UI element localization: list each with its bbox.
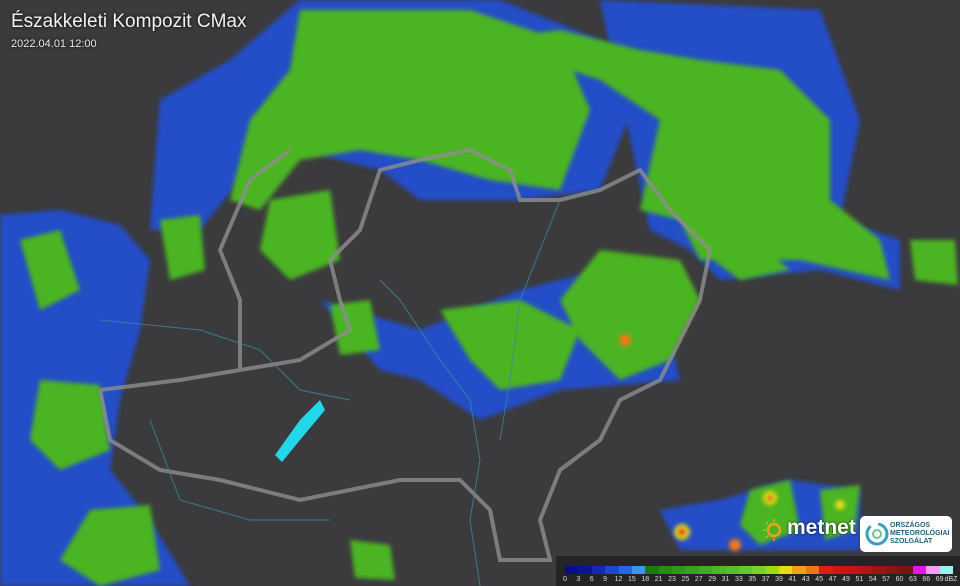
legend-swatch bbox=[792, 566, 806, 574]
legend-tick-label: 15 bbox=[627, 576, 636, 583]
legend-swatch bbox=[618, 566, 632, 574]
legend-tick-label: 31 bbox=[721, 576, 730, 583]
legend-swatch bbox=[872, 566, 886, 574]
legend-swatch bbox=[819, 566, 833, 574]
lake-balaton bbox=[275, 400, 325, 462]
legend-swatch bbox=[899, 566, 913, 574]
radar-echo-green bbox=[20, 10, 958, 586]
legend-swatch bbox=[725, 566, 739, 574]
legend-swatch bbox=[832, 566, 846, 574]
legend-tick-label: 33 bbox=[735, 576, 743, 583]
legend-swatch bbox=[926, 566, 940, 574]
legend-tick-label: 37 bbox=[761, 576, 770, 583]
legend-tick-label: 12 bbox=[614, 576, 623, 583]
legend-tick-label: 66 bbox=[922, 576, 931, 583]
legend-tick-label: 41 bbox=[788, 576, 797, 583]
dbz-legend: 0 3 6 9 12 15 18 21 23 25 27 29 31 33 35 37 39 41 43 45 47 49… bbox=[556, 556, 960, 586]
omsz-swirl-icon bbox=[865, 522, 889, 546]
legend-swatch bbox=[912, 566, 927, 574]
legend-swatch bbox=[591, 566, 606, 574]
map-timestamp: 2022.04.01 12:00 bbox=[11, 38, 97, 50]
legend-tick-label: 60 bbox=[895, 576, 904, 583]
legend-unit: dBZ bbox=[944, 576, 958, 583]
legend-tick-label: 25 bbox=[681, 576, 690, 583]
legend-swatch bbox=[605, 566, 619, 574]
legend-tick-label: 54 bbox=[868, 576, 877, 583]
legend-swatch bbox=[765, 566, 779, 574]
omsz-label: ORSZÁGOS METEOROLÓGIAI SZOLGÁLAT bbox=[890, 522, 950, 545]
legend-tick-label: 21 bbox=[654, 576, 663, 583]
legend-swatch bbox=[779, 566, 793, 574]
legend-swatch bbox=[712, 566, 726, 574]
legend-tick-label: 45 bbox=[815, 576, 824, 583]
map-title: Északkeleti Kompozit CMax bbox=[11, 11, 247, 32]
metnet-logo: metnet bbox=[787, 516, 856, 539]
legend-tick-label: 35 bbox=[748, 576, 757, 583]
legend-swatch bbox=[805, 566, 820, 574]
rivers bbox=[99, 199, 561, 586]
legend-swatch bbox=[578, 566, 592, 574]
legend-swatch bbox=[752, 566, 766, 574]
legend-tick-label: 9 bbox=[603, 576, 608, 583]
legend-swatch bbox=[631, 566, 646, 574]
legend-tick-label: 27 bbox=[694, 576, 703, 583]
legend-tick-label: 23 bbox=[668, 576, 676, 583]
legend-tick-label: 51 bbox=[855, 576, 864, 583]
legend-tick-label: 63 bbox=[908, 576, 917, 583]
legend-swatch bbox=[845, 566, 860, 574]
legend-tick-label: 69 bbox=[935, 576, 944, 583]
legend-swatch bbox=[939, 566, 953, 574]
legend-swatch bbox=[672, 566, 686, 574]
legend-tick-label: 49 bbox=[842, 576, 850, 583]
legend-tick-label: 57 bbox=[882, 576, 890, 583]
legend-swatch bbox=[698, 566, 713, 574]
legend-tick-label: 18 bbox=[641, 576, 650, 583]
legend-tick-label: 43 bbox=[801, 576, 810, 583]
radar-echo-high bbox=[619, 334, 845, 551]
metnet-sun-icon bbox=[763, 519, 782, 541]
legend-tick-label: 39 bbox=[775, 576, 783, 583]
legend-swatch bbox=[645, 566, 659, 574]
legend-swatch bbox=[685, 566, 699, 574]
legend-swatch bbox=[859, 566, 873, 574]
omsz-logo: ORSZÁGOS METEOROLÓGIAI SZOLGÁLAT bbox=[860, 516, 952, 552]
legend-swatch bbox=[738, 566, 753, 574]
legend-colorbar bbox=[565, 566, 953, 574]
legend-tick-label: 6 bbox=[589, 576, 594, 583]
country-border bbox=[98, 147, 713, 562]
legend-ticks: 0 3 6 9 12 15 18 21 23 25 27 29 31 33 35 37 39 41 43 45 47 49… bbox=[556, 576, 960, 586]
legend-swatch bbox=[886, 566, 900, 574]
legend-tick-label: 29 bbox=[708, 576, 717, 583]
legend-swatch bbox=[658, 566, 672, 574]
legend-tick-label: 3 bbox=[576, 576, 581, 583]
legend-swatch bbox=[565, 566, 579, 574]
legend-tick-label: 0 bbox=[563, 576, 567, 583]
legend-tick-label: 47 bbox=[828, 576, 837, 583]
